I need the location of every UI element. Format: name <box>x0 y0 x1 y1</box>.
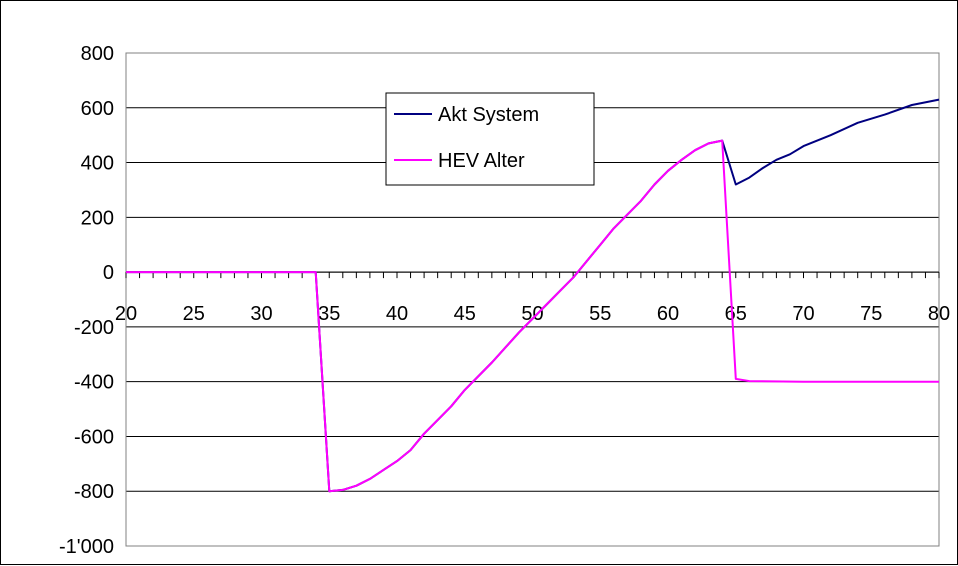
x-tick-label: 75 <box>860 303 882 325</box>
legend-label-akt-system: Akt System <box>438 104 539 126</box>
y-tick-label: 400 <box>81 153 114 175</box>
y-tick-label: -1'000 <box>59 536 114 558</box>
x-tick-label: 35 <box>318 303 340 325</box>
y-tick-label: 0 <box>103 262 114 284</box>
x-tick-label: 40 <box>386 303 408 325</box>
legend-box <box>385 92 595 186</box>
series-lines <box>126 98 940 493</box>
y-tick-label: -400 <box>74 372 114 394</box>
x-axis-minor-ticks <box>125 272 940 279</box>
x-axis-tick-labels: 20 25 30 35 40 45 50 55 60 65 70 75 80 <box>115 303 950 325</box>
y-tick-label: -800 <box>74 481 114 503</box>
y-tick-label: -200 <box>74 317 114 339</box>
x-tick-label: 20 <box>115 303 137 325</box>
plot-area <box>125 52 940 547</box>
x-tick-label: 45 <box>454 303 476 325</box>
x-tick-label: 60 <box>657 303 679 325</box>
x-tick-label: 25 <box>183 303 205 325</box>
y-tick-label: -600 <box>74 426 114 448</box>
x-tick-label: 80 <box>928 303 950 325</box>
y-tick-label: 200 <box>81 207 114 229</box>
y-tick-label: 600 <box>81 98 114 120</box>
x-tick-label: 50 <box>521 303 543 325</box>
series-line-hev-alter <box>126 139 939 493</box>
x-tick-label: 70 <box>792 303 814 325</box>
x-tick-label: 55 <box>589 303 611 325</box>
legend: Akt System HEV Alter <box>385 92 595 186</box>
legend-label-hev-alter: HEV Alter <box>438 150 525 172</box>
y-axis-tick-labels: 800 600 400 200 0 -200 -400 -600 -800 -1'000 <box>59 43 114 558</box>
x-tick-label: 30 <box>250 303 272 325</box>
y-tick-label: 800 <box>81 43 114 65</box>
x-tick-label: 65 <box>725 303 747 325</box>
